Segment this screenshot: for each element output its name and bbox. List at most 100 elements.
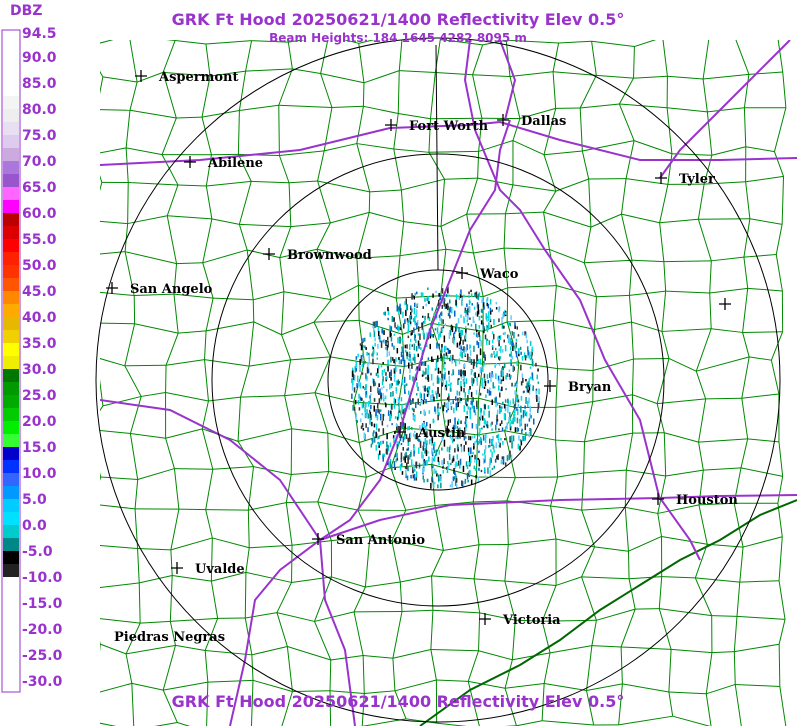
county-line <box>100 682 132 693</box>
echo <box>417 340 420 346</box>
echo <box>502 332 505 335</box>
echo <box>460 446 463 453</box>
county-line <box>705 397 742 400</box>
echo <box>482 453 484 456</box>
county-line <box>667 153 673 185</box>
county-line <box>472 501 480 545</box>
county-line <box>440 40 483 46</box>
echo <box>530 428 532 435</box>
county-line <box>100 251 126 255</box>
county-line <box>244 572 247 619</box>
county-line <box>558 40 592 44</box>
color-band <box>3 382 19 395</box>
echo <box>385 340 387 347</box>
county-line <box>251 180 290 184</box>
echo <box>473 446 475 450</box>
echo <box>405 298 407 305</box>
county-line <box>291 545 293 583</box>
echo <box>422 467 424 474</box>
echo <box>459 292 461 295</box>
county-line <box>503 248 509 288</box>
county-line <box>395 255 401 299</box>
echo <box>374 382 377 386</box>
county-line <box>507 319 554 323</box>
echo <box>458 334 461 339</box>
echo <box>469 470 471 474</box>
echo <box>442 301 444 304</box>
county-line <box>100 504 136 510</box>
echo <box>460 337 462 342</box>
echo <box>377 402 379 407</box>
county-line <box>363 70 400 84</box>
echo <box>376 352 378 356</box>
echo <box>525 334 528 339</box>
echo <box>485 313 487 320</box>
echo <box>437 355 439 362</box>
echo <box>470 323 473 327</box>
county-line <box>356 106 364 144</box>
county-line <box>659 218 699 224</box>
echo <box>481 427 483 430</box>
county-line <box>329 690 332 726</box>
county-line <box>628 535 662 552</box>
county-line <box>555 440 559 478</box>
echo <box>500 370 503 376</box>
radar-echoes <box>351 286 540 489</box>
county-line <box>314 319 360 323</box>
echo <box>385 448 388 455</box>
echo <box>449 350 451 354</box>
echo <box>400 410 403 418</box>
county-line <box>503 213 506 249</box>
echo <box>422 315 424 318</box>
echo <box>390 383 393 389</box>
echo <box>401 404 403 411</box>
echo <box>441 326 443 332</box>
county-line <box>633 140 673 155</box>
color-band <box>3 226 19 239</box>
footer-title: GRK Ft Hood 20250621/1400 Reflectivity E… <box>172 692 625 711</box>
echo <box>405 451 407 457</box>
county-line <box>314 392 329 434</box>
county-line <box>329 659 332 691</box>
echo <box>409 436 411 442</box>
echo <box>491 331 494 335</box>
county-line <box>100 644 101 653</box>
city-marker <box>385 119 397 131</box>
echo <box>439 406 441 410</box>
echo <box>437 403 439 409</box>
echo <box>448 370 450 375</box>
county-line <box>201 110 240 118</box>
county-line <box>483 287 508 298</box>
echo <box>444 345 446 353</box>
echo <box>417 386 419 391</box>
echo <box>500 346 502 353</box>
color-band <box>3 460 19 473</box>
echo <box>447 401 449 409</box>
echo <box>415 368 417 372</box>
echo <box>474 441 476 445</box>
echo <box>519 445 521 451</box>
echo <box>477 457 480 460</box>
county-line <box>163 71 211 77</box>
echo <box>531 373 534 380</box>
echo <box>480 308 483 313</box>
coastline <box>419 499 797 726</box>
echo <box>448 294 450 297</box>
city-marker <box>479 613 491 625</box>
color-bar-label: 45.0 <box>22 284 57 300</box>
county-line <box>397 70 400 114</box>
color-bar-label: 40.0 <box>22 310 57 326</box>
echo <box>383 453 385 457</box>
echo <box>496 435 498 439</box>
county-line <box>741 398 749 439</box>
echo <box>370 372 372 376</box>
echo <box>422 385 424 388</box>
echo <box>435 470 437 474</box>
echo <box>504 312 507 315</box>
color-band <box>3 122 19 135</box>
county-line <box>356 143 371 193</box>
echo <box>424 315 426 320</box>
county-line <box>283 291 332 301</box>
county-line <box>705 693 712 726</box>
county-line <box>249 359 291 367</box>
